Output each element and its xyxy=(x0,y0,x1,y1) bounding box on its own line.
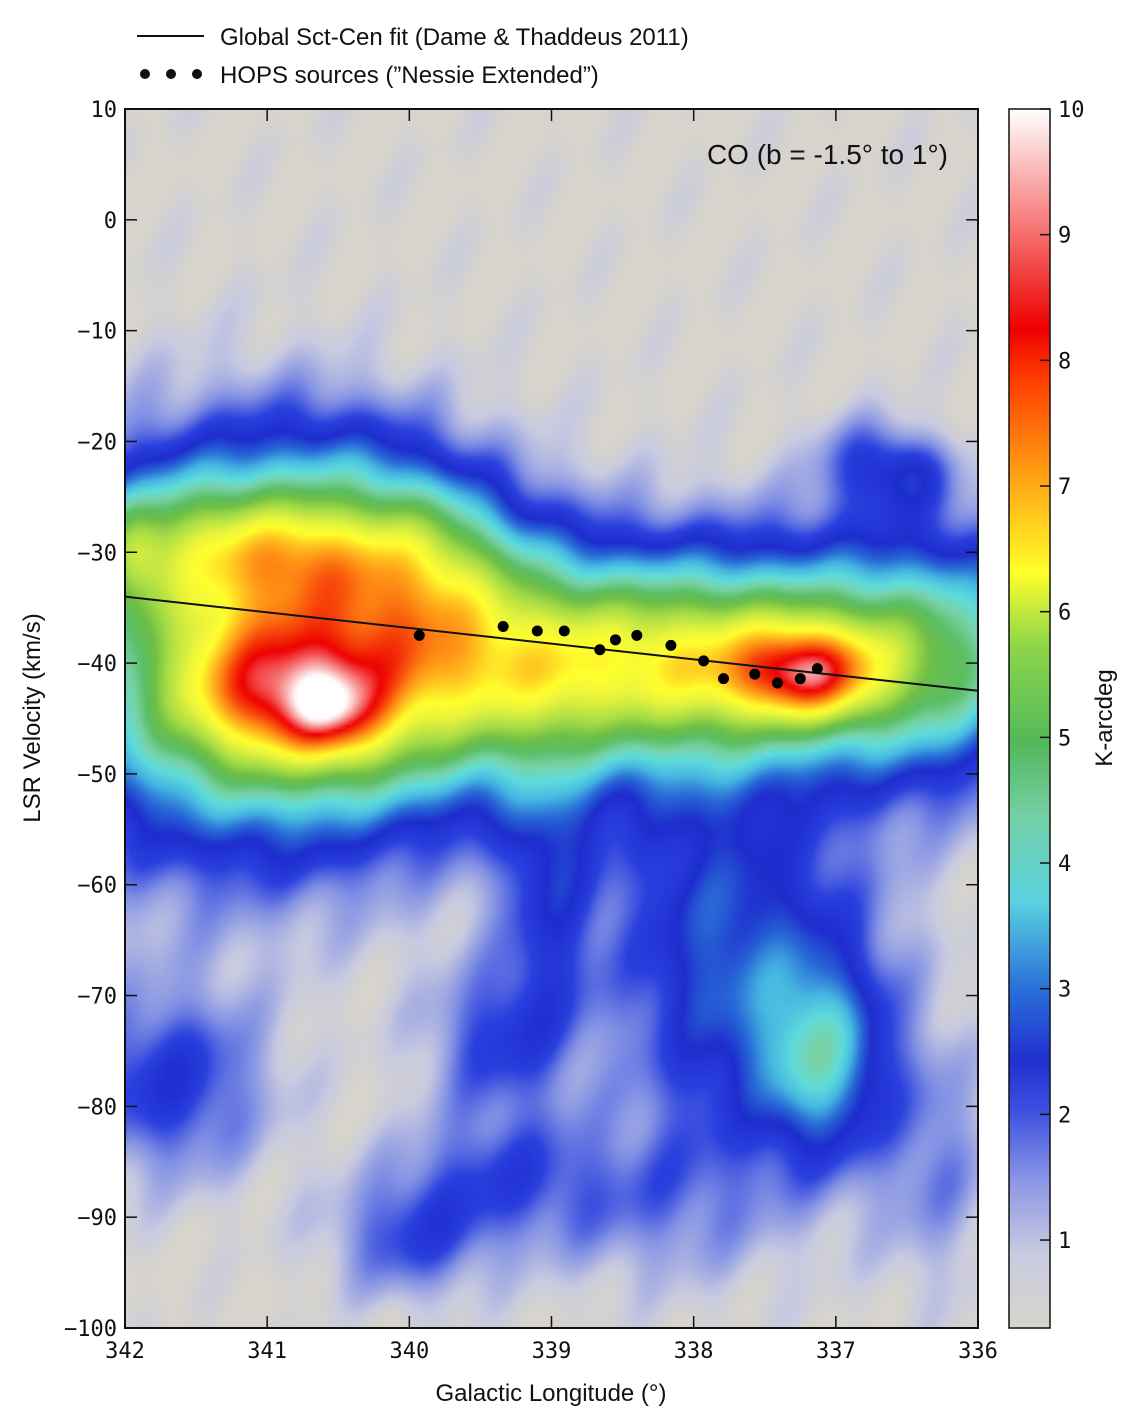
hops-source-point xyxy=(413,629,425,641)
x-tick-label: 341 xyxy=(247,1339,287,1364)
colorbar-tick-label: 3 xyxy=(1058,978,1071,1003)
y-axis-title: LSR Velocity (km/s) xyxy=(19,613,46,822)
y-tick-label: 10 xyxy=(91,98,118,123)
y-axis-ticks: 10 0 −10 −20 −30 −40 −50 −60 −70 −80 −90 −100 xyxy=(64,98,978,1342)
colorbar-tick-label: 9 xyxy=(1058,224,1071,249)
x-tick-label: 342 xyxy=(105,1339,145,1364)
colorbar-tick-label: 10 xyxy=(1058,98,1085,123)
hops-source-point xyxy=(811,663,823,675)
legend-dots-label: HOPS sources (”Nessie Extended”) xyxy=(220,62,599,89)
colorbar-gradient xyxy=(1008,108,1051,1329)
legend-dot-swatch xyxy=(166,69,176,79)
hops-source-point xyxy=(749,668,761,680)
y-tick-label: −30 xyxy=(77,541,117,566)
colorbar-tick-label: 5 xyxy=(1058,726,1071,751)
x-tick-label: 337 xyxy=(816,1339,856,1364)
colorbar-tick-label: 1 xyxy=(1058,1229,1071,1254)
y-tick-label: −50 xyxy=(77,763,117,788)
heatmap xyxy=(125,109,978,1328)
y-tick-label: −20 xyxy=(77,430,117,455)
colorbar-label: K-arcdeg xyxy=(1091,669,1118,766)
y-tick-label: −90 xyxy=(77,1206,117,1231)
hops-source-point xyxy=(558,625,570,637)
legend-line-label: Global Sct-Cen fit (Dame & Thaddeus 2011… xyxy=(220,24,689,51)
colorbar-tick-label: 4 xyxy=(1058,852,1071,877)
x-tick-label: 339 xyxy=(532,1339,572,1364)
x-tick-label: 340 xyxy=(389,1339,429,1364)
panel-annotation: CO (b = -1.5° to 1°) xyxy=(707,139,948,170)
hops-source-point xyxy=(594,644,606,656)
hops-sources xyxy=(413,621,823,689)
y-tick-label: −100 xyxy=(64,1317,117,1342)
legend-dot-swatch xyxy=(140,69,150,79)
y-tick-label: −80 xyxy=(77,1095,117,1120)
fit-line-group xyxy=(125,595,978,692)
x-axis-ticks: 342 341 340 339 338 337 336 xyxy=(105,109,998,1364)
hops-source-point xyxy=(698,655,710,667)
y-tick-label: −60 xyxy=(77,874,117,899)
hops-source-point xyxy=(497,621,509,633)
colorbar-tick-label: 6 xyxy=(1058,601,1071,626)
legend-dot-swatch xyxy=(192,69,202,79)
x-tick-label: 336 xyxy=(958,1339,998,1364)
colorbar-ticks: 1 2 3 4 5 6 7 8 9 10 xyxy=(1040,98,1085,1254)
colorbar: 1 2 3 4 5 6 7 8 9 10 K-arcdeg xyxy=(1008,98,1118,1329)
fit-line xyxy=(125,595,978,692)
hops-source-point xyxy=(665,639,677,651)
x-axis-title: Galactic Longitude (°) xyxy=(435,1380,666,1407)
y-tick-label: 0 xyxy=(104,209,117,234)
hops-source-point xyxy=(772,677,784,689)
legend: Global Sct-Cen fit (Dame & Thaddeus 2011… xyxy=(137,24,689,89)
hops-source-point xyxy=(609,634,621,646)
hops-source-point xyxy=(794,673,806,685)
colorbar-tick-label: 2 xyxy=(1058,1103,1071,1128)
y-tick-label: −10 xyxy=(77,320,117,345)
colorbar-tick-label: 7 xyxy=(1058,475,1071,500)
y-tick-label: −40 xyxy=(77,652,117,677)
y-tick-label: −70 xyxy=(77,985,117,1010)
colorbar-tick-label: 8 xyxy=(1058,349,1071,374)
hops-source-point xyxy=(531,625,543,637)
hops-source-point xyxy=(718,673,730,685)
heatmap-image xyxy=(125,109,978,1328)
hops-source-point xyxy=(631,629,643,641)
x-tick-label: 338 xyxy=(674,1339,714,1364)
